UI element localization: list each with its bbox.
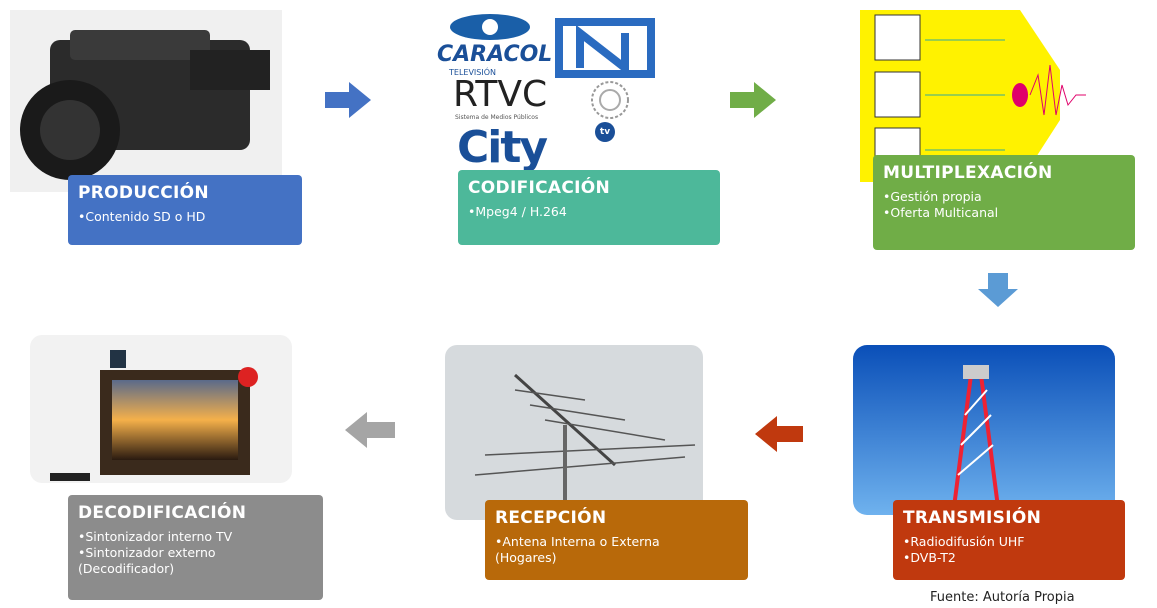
camera-image [10,10,282,192]
page: PRODUCCIÓN •Contenido SD o HD CARACOL TE… [0,0,1157,608]
logos: CARACOL TELEVISIÓN RTVC Sistema de Medio… [435,12,665,172]
stage-title: DECODIFICACIÓN [78,503,313,523]
stage-bullet: •DVB-T2 [903,550,1115,566]
city-tv: tv [595,122,615,142]
rcn-logo [555,18,655,78]
stage-title: CODIFICACIÓN [468,178,710,198]
caracol-logo: CARACOL [437,42,552,67]
stage-box: RECEPCIÓN •Antena Interna o Externa (Hog… [485,500,748,580]
arrow-right [730,82,776,118]
stage-bullet: •Sintonizador interno TV [78,529,313,545]
arrow-right [325,82,371,118]
stage-box: CODIFICACIÓN •Mpeg4 / H.264 [458,170,720,245]
arrow-down [978,273,1018,307]
stage-title: TRANSMISIÓN [903,508,1115,528]
tv-image [30,335,292,483]
stage-box: MULTIPLEXACIÓN •Gestión propia •Oferta M… [873,155,1135,250]
rtvc-logo: RTVC [453,74,547,115]
rtvc-swirl [585,80,635,120]
stage-bullet: •Antena Interna o Externa (Hogares) [495,534,675,566]
stage-title: RECEPCIÓN [495,508,738,528]
stage-bullet: •Mpeg4 / H.264 [468,204,710,220]
source-note: Fuente: Autoría Propia [930,590,1075,605]
tower-image [853,345,1115,515]
rtvc-sub: Sistema de Medios Públicos [455,114,538,121]
stage-bullet: •Radiodifusión UHF [903,534,1115,550]
stage-box: DECODIFICACIÓN •Sintonizador interno TV … [68,495,323,600]
stage-title: PRODUCCIÓN [78,183,292,203]
stage-bullet: •Oferta Multicanal [883,205,1125,221]
stage-bullet: •Gestión propia [883,189,1125,205]
arrow-left [755,416,803,452]
antenna-image [445,345,703,520]
stage-title: MULTIPLEXACIÓN [883,163,1125,183]
stage-bullet: •Contenido SD o HD [78,209,292,225]
caracol-eye [445,12,535,42]
city-logo: City [457,122,546,173]
stage-box: PRODUCCIÓN •Contenido SD o HD [68,175,302,245]
stage-box: TRANSMISIÓN •Radiodifusión UHF •DVB-T2 [893,500,1125,580]
stage-bullet: •Sintonizador externo (Decodificador) [78,545,278,577]
arrow-left [345,412,395,448]
